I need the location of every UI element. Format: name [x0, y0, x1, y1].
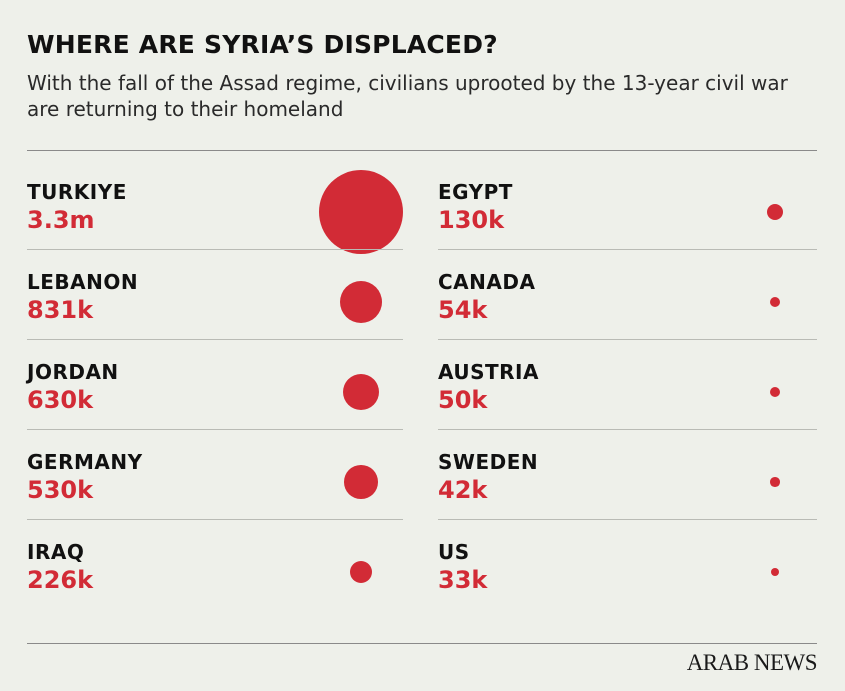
top-divider	[27, 150, 817, 151]
bubble-us	[770, 567, 780, 577]
value-label-austria: 50k	[438, 386, 488, 414]
row-divider	[27, 249, 403, 250]
country-label-lebanon: LEBANON	[27, 270, 139, 294]
bubble-lebanon	[339, 280, 383, 324]
row-divider	[27, 429, 403, 430]
bubble-iraq	[350, 561, 372, 583]
bubble-austria	[769, 386, 781, 398]
country-label-jordan: JORDAN	[27, 360, 119, 384]
country-label-austria: AUSTRIA	[438, 360, 539, 384]
bubble-canada	[769, 296, 781, 308]
bubble-jordan	[342, 373, 380, 411]
country-label-turkiye: TURKIYE	[27, 180, 127, 204]
bubble-egypt	[766, 203, 784, 221]
value-label-lebanon: 831k	[27, 296, 94, 324]
chart-title: WHERE ARE SYRIA’S DISPLACED?	[27, 30, 498, 59]
row-divider	[27, 519, 403, 520]
value-label-iraq: 226k	[27, 566, 94, 594]
country-label-canada: CANADA	[438, 270, 536, 294]
value-label-turkiye: 3.3m	[27, 206, 95, 234]
value-label-canada: 54k	[438, 296, 488, 324]
bubble-germany	[344, 465, 378, 499]
value-label-germany: 530k	[27, 476, 94, 504]
value-label-sweden: 42k	[438, 476, 488, 504]
row-divider	[27, 339, 403, 340]
bubble-turkiye	[319, 170, 403, 254]
value-label-egypt: 130k	[438, 206, 505, 234]
country-label-iraq: IRAQ	[27, 540, 85, 564]
country-label-us: US	[438, 540, 470, 564]
country-label-sweden: SWEDEN	[438, 450, 539, 474]
chart-subtitle: With the fall of the Assad regime, civil…	[27, 71, 788, 121]
value-label-us: 33k	[438, 566, 488, 594]
value-label-jordan: 630k	[27, 386, 94, 414]
bottom-divider	[27, 643, 817, 644]
arab-news-logo: ARAB NEWS	[686, 650, 818, 675]
bubble-sweden	[770, 477, 780, 487]
row-divider	[438, 429, 817, 430]
row-divider	[438, 249, 817, 250]
row-divider	[438, 519, 817, 520]
country-label-germany: GERMANY	[27, 450, 143, 474]
row-divider	[438, 339, 817, 340]
country-label-egypt: EGYPT	[438, 180, 513, 204]
